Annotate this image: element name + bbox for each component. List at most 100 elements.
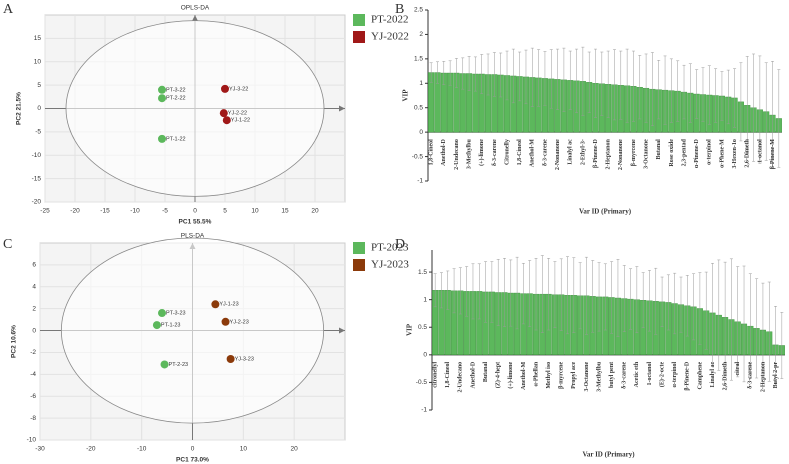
y-tick-label: 1.5 xyxy=(418,269,427,276)
x-tick-label: 1-octanol xyxy=(647,362,653,386)
panel-letter: C xyxy=(3,237,12,252)
x-tick-label: 1,8-Cineol xyxy=(429,139,435,165)
error-bar xyxy=(660,276,664,327)
legend-label: PT-2023 xyxy=(371,242,409,254)
y-tick-label: 2 xyxy=(419,31,423,38)
error-bar xyxy=(733,68,737,128)
y-tick-label: 10 xyxy=(34,58,42,65)
x-tick-label: 2,6-Dimeth xyxy=(745,138,751,167)
error-bar xyxy=(490,261,494,323)
error-bar xyxy=(748,273,752,379)
error-bar xyxy=(714,68,718,123)
x-tick-label: 2-Heptanon xyxy=(606,138,612,169)
legend-swatch xyxy=(353,31,365,43)
error-bar xyxy=(458,267,462,315)
error-bar xyxy=(492,52,496,97)
x-tick-label: -25 xyxy=(40,208,50,215)
error-bar xyxy=(688,63,692,123)
x-tick-label: -15 xyxy=(100,208,110,215)
x-axis-label: PC1 73.0% xyxy=(176,457,209,464)
chart-title: PLS-DA xyxy=(181,233,205,240)
y-tick-label: 0 xyxy=(37,105,41,112)
error-bar xyxy=(471,263,475,320)
error-bar xyxy=(597,262,601,332)
error-bar xyxy=(439,272,443,309)
y-tick-label: -4 xyxy=(30,371,36,378)
y-tick-label: 5 xyxy=(37,82,41,89)
y-tick-label: 0.5 xyxy=(414,104,423,111)
y-tick-label: 2.5 xyxy=(414,7,423,14)
error-bar xyxy=(610,261,614,334)
x-tick-label: Propyl ace xyxy=(571,362,577,389)
x-tick-label: 2-Undecano xyxy=(458,362,464,393)
error-bar xyxy=(647,270,651,332)
x-tick-label: -20 xyxy=(86,446,96,453)
x-tick-label: α-Phellan xyxy=(533,361,539,386)
x-tick-label: Butanal xyxy=(483,361,489,382)
error-bar xyxy=(606,50,610,118)
y-tick-label: 1 xyxy=(419,80,423,87)
x-tick-label: Anethol-D xyxy=(470,361,476,388)
y-tick-label: 2 xyxy=(32,305,36,312)
x-tick-label: 2,3-pentad xyxy=(681,138,687,166)
error-bar xyxy=(521,262,525,325)
x-tick-label: 2-Heptanon xyxy=(760,361,766,392)
x-tick-label: 20 xyxy=(311,208,319,215)
x-tick-label: 2-Nonanone xyxy=(555,139,561,170)
error-bar xyxy=(584,256,588,335)
x-tick-label: 2,6-Dimeth xyxy=(722,361,728,390)
x-tick-label: Linalyl ac xyxy=(568,139,574,165)
x-tick-label: α-Phene-M xyxy=(719,139,725,168)
error-bar xyxy=(742,265,746,383)
point-label: PT-2-22 xyxy=(166,96,186,102)
x-tick-label: 10 xyxy=(240,446,248,453)
error-bar xyxy=(729,258,733,381)
error-bar xyxy=(666,274,670,331)
error-bar xyxy=(578,262,582,330)
error-bar xyxy=(511,48,515,104)
y-tick-label: -2 xyxy=(30,349,36,356)
point-label: YJ-3-23 xyxy=(235,356,254,362)
error-bar xyxy=(625,48,629,123)
y-tick-label: -8 xyxy=(30,415,36,422)
x-tick-label: 3-Octanone xyxy=(643,139,649,169)
error-bar xyxy=(638,55,642,120)
confidence-ellipse xyxy=(60,237,325,424)
error-bar xyxy=(465,266,469,317)
error-bar xyxy=(543,51,547,106)
error-bar xyxy=(758,55,762,164)
error-bar xyxy=(745,56,749,155)
point xyxy=(158,134,166,143)
error-bar xyxy=(644,53,648,123)
error-bar xyxy=(477,263,481,320)
error-bar xyxy=(530,47,534,107)
error-bar xyxy=(547,258,551,331)
y-tick-label: 0 xyxy=(419,129,423,136)
x-tick-label: 3-Octanone xyxy=(584,361,590,391)
x-tick-label: β-Pinene-M xyxy=(770,139,776,169)
x-tick-label: β-myrcene xyxy=(631,139,637,166)
x-axis-label: Var ID (Primary) xyxy=(582,451,635,459)
error-bar xyxy=(473,56,477,92)
error-bar xyxy=(524,49,528,105)
x-tick-label: -30 xyxy=(35,446,45,453)
y-axis-label: PC2 10.6% xyxy=(11,325,18,358)
x-tick-label: Anethol-D xyxy=(441,138,447,165)
error-bar xyxy=(657,60,661,120)
error-bar xyxy=(534,258,538,331)
x-tick-label: Butanal xyxy=(656,139,662,160)
legend-label: YJ-2022 xyxy=(371,31,409,43)
confidence-ellipse xyxy=(65,20,325,197)
x-tick-label: (+)-limone xyxy=(507,361,514,388)
error-bar xyxy=(540,255,544,334)
error-bar xyxy=(435,61,439,84)
error-bar xyxy=(556,48,560,110)
error-bar xyxy=(566,256,570,335)
y-tick-label: -0.5 xyxy=(416,379,428,386)
error-bar xyxy=(454,58,458,88)
y-axis-label: VIP xyxy=(402,89,410,102)
error-bar xyxy=(654,267,658,335)
point-label: PT-3-23 xyxy=(166,310,186,316)
error-bar xyxy=(698,272,702,345)
error-bar xyxy=(549,49,553,109)
